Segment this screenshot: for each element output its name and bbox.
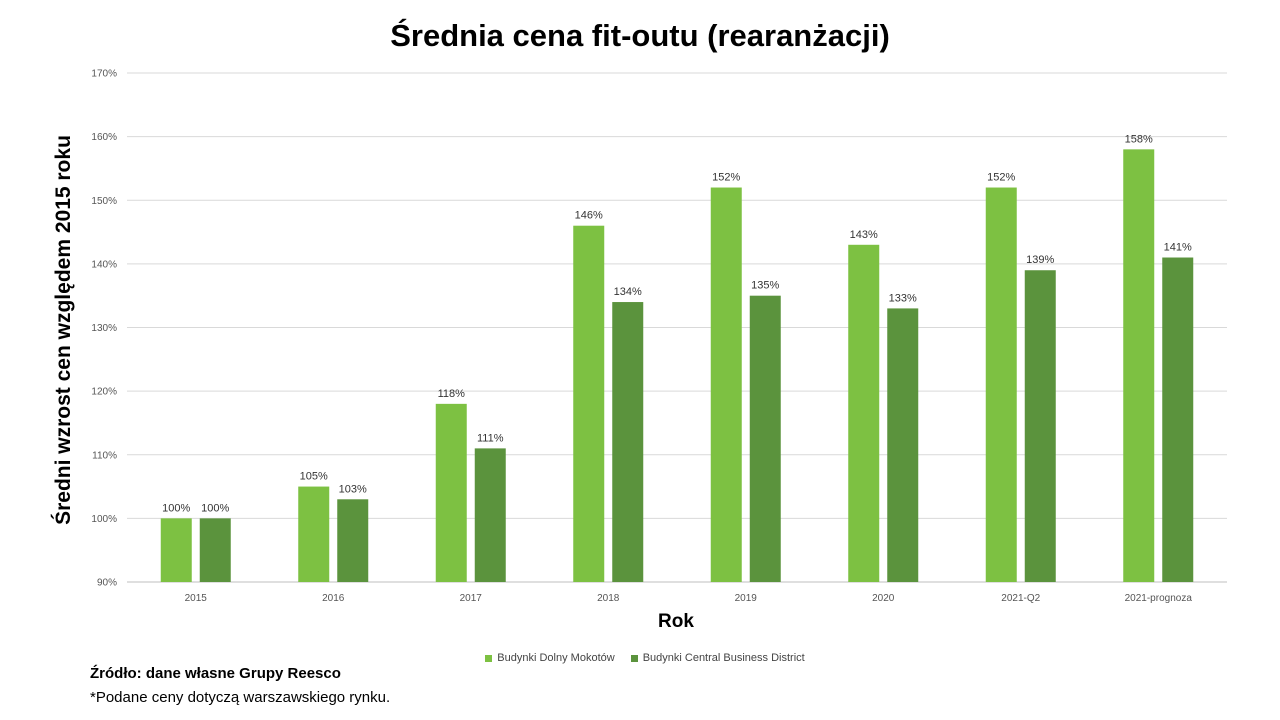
data-label: 143% — [850, 229, 878, 241]
legend-label: Budynki Central Business District — [642, 652, 805, 664]
y-tick-label: 130% — [91, 323, 117, 334]
y-tick-label: 100% — [91, 514, 117, 525]
y-tick-label: 90% — [97, 578, 117, 589]
x-tick-label: 2017 — [460, 593, 483, 604]
data-label: 152% — [712, 172, 740, 184]
data-label: 103% — [339, 483, 367, 495]
legend-item-dolny-mokotow: Budynki Dolny Mokotów — [485, 652, 615, 664]
legend-label: Budynki Dolny Mokotów — [497, 652, 615, 664]
x-axis-title: Rok — [658, 611, 694, 632]
data-label: 139% — [1026, 254, 1054, 266]
bar-cbd — [474, 448, 506, 582]
price-note: *Podane ceny dotyczą warszawskiego rynku… — [90, 689, 391, 706]
x-tick-label: 2021-Q2 — [1001, 593, 1040, 604]
data-label: 100% — [201, 502, 229, 514]
y-axis-title: Średni wzrost cen względem 2015 roku — [52, 135, 75, 525]
y-tick-label: 170% — [91, 69, 117, 80]
data-label: 152% — [987, 172, 1015, 184]
legend-item-cbd: Budynki Central Business District — [630, 652, 805, 664]
data-label: 134% — [614, 286, 642, 298]
bar-cbd — [887, 308, 919, 582]
bars — [160, 149, 1194, 582]
bar-cbd — [337, 499, 369, 582]
bar-dolny-mokotow — [1123, 149, 1155, 582]
gridlines — [127, 72, 1227, 583]
bar-cbd — [1024, 270, 1056, 582]
x-tick-label: 2019 — [735, 593, 758, 604]
bar-cbd — [749, 295, 781, 582]
data-label: 100% — [162, 502, 190, 514]
chart-title: Średnia cena fit-outu (rearanżacji) — [390, 18, 890, 53]
legend-swatch — [485, 654, 493, 662]
legend-swatch — [630, 654, 638, 662]
x-tick-label: 2020 — [872, 593, 895, 604]
y-axis-ticks: 90% 100% 110% 120% 130% 140% 150% 160% 170% — [91, 69, 117, 589]
data-labels: 100% 100% 105% 103% 118% 111% 146% 134% 152% 135%… — [162, 133, 1192, 514]
y-tick-label: 110% — [92, 450, 117, 461]
data-label: 146% — [575, 210, 603, 222]
bar-dolny-mokotow — [710, 187, 742, 582]
data-label: 158% — [1125, 133, 1153, 145]
bar-dolny-mokotow — [160, 518, 192, 582]
data-label: 111% — [477, 432, 504, 444]
bar-cbd — [199, 518, 231, 582]
x-tick-label: 2015 — [185, 593, 208, 604]
bar-dolny-mokotow — [298, 486, 330, 582]
y-tick-label: 140% — [91, 259, 117, 270]
y-tick-label: 150% — [91, 196, 117, 207]
legend: Budynki Dolny Mokotów Budynki Central Bu… — [0, 652, 1280, 664]
bar-cbd — [612, 302, 644, 582]
bar-dolny-mokotow — [435, 403, 467, 582]
x-tick-label: 2018 — [597, 593, 620, 604]
bar-dolny-mokotow — [848, 244, 880, 582]
y-tick-label: 120% — [91, 387, 117, 398]
data-label: 135% — [751, 280, 779, 292]
data-label: 105% — [300, 471, 328, 483]
x-tick-label: 2021-prognoza — [1125, 593, 1193, 604]
bar-cbd — [1162, 257, 1194, 582]
data-label: 118% — [438, 388, 466, 400]
x-tick-label: 2016 — [322, 593, 345, 604]
y-tick-label: 160% — [91, 132, 117, 143]
data-label: 133% — [889, 292, 917, 304]
x-axis-ticks: 2015 2016 2017 2018 2019 2020 2021-Q2 2021-prog… — [185, 593, 1193, 604]
bar-dolny-mokotow — [573, 225, 605, 582]
data-label: 141% — [1164, 242, 1192, 254]
bar-dolny-mokotow — [985, 187, 1017, 582]
source-note: Źródło: dane własne Grupy Reesco — [90, 665, 341, 682]
